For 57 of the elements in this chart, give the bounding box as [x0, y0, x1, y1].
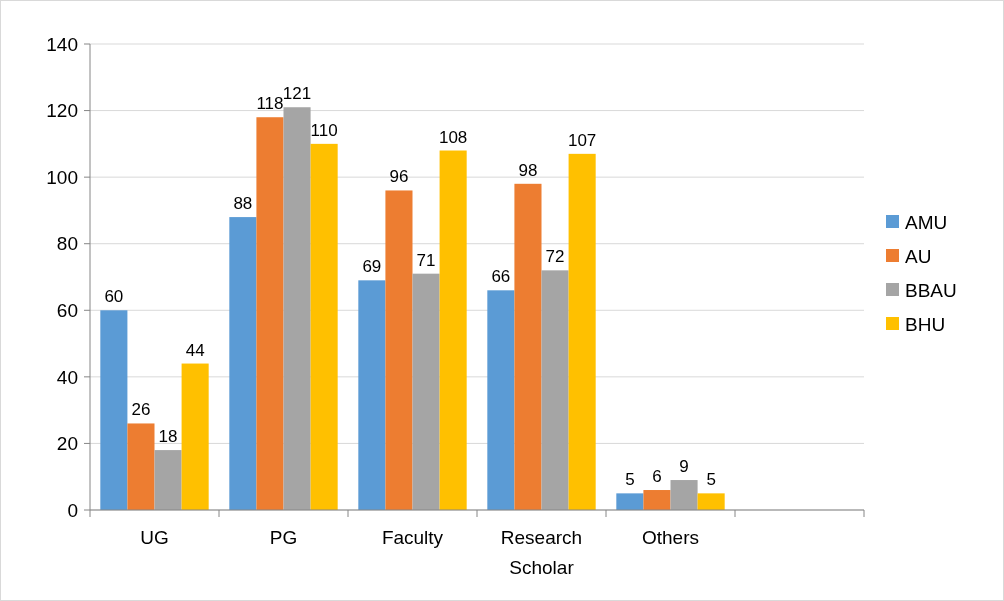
y-tick-label: 80	[56, 233, 78, 255]
bar	[616, 493, 644, 510]
data-label: 26	[131, 400, 151, 420]
bar	[412, 273, 440, 510]
data-label: 5	[625, 470, 635, 490]
legend-label: BHU	[905, 313, 946, 335]
data-label: 72	[545, 247, 565, 267]
y-tick-label: 20	[56, 433, 78, 455]
y-tick-label: 40	[56, 366, 78, 388]
bar	[568, 153, 596, 510]
bar	[487, 290, 515, 510]
legend-label: AMU	[905, 211, 948, 233]
legend-label: AU	[905, 245, 932, 267]
bar	[541, 270, 569, 510]
data-label: 5	[706, 470, 716, 490]
x-tick-label: Faculty	[381, 527, 444, 548]
y-tick-label: 120	[46, 100, 78, 122]
data-label: 44	[185, 340, 205, 360]
bar	[283, 107, 311, 510]
y-tick-label: 100	[46, 166, 78, 188]
y-tick-label: 0	[67, 499, 78, 521]
data-label: 66	[491, 267, 511, 287]
data-label: 107	[567, 130, 597, 150]
y-tick-label: 60	[56, 299, 78, 321]
data-label: 18	[158, 427, 178, 447]
x-tick-label: Others	[641, 527, 700, 548]
bar	[643, 490, 671, 510]
data-label: 98	[518, 160, 538, 180]
bar	[385, 190, 413, 510]
data-label: 6	[652, 467, 662, 487]
bar	[514, 183, 542, 510]
bar	[358, 280, 386, 510]
bar	[100, 310, 128, 510]
data-label: 88	[233, 194, 253, 214]
data-label: 69	[362, 257, 382, 277]
bar	[670, 480, 698, 510]
data-label: 121	[282, 84, 312, 104]
bar	[127, 423, 155, 510]
data-label: 96	[389, 167, 409, 187]
data-label: 108	[438, 127, 468, 147]
y-tick-label: 140	[46, 33, 78, 55]
data-label: 110	[310, 120, 338, 140]
bar	[697, 493, 725, 510]
data-label: 118	[256, 94, 284, 114]
legend-label: BBAU	[905, 279, 957, 301]
bar	[154, 450, 182, 510]
bar	[256, 117, 284, 510]
data-label: 71	[416, 250, 436, 270]
x-tick-label: UG	[140, 527, 169, 548]
bar	[229, 217, 257, 510]
bar	[439, 150, 467, 510]
bar	[181, 363, 209, 510]
bar	[310, 143, 338, 510]
x-tick-label: Research Scholar	[500, 527, 583, 578]
data-label: 9	[679, 457, 689, 477]
x-tick-label: PG	[269, 527, 298, 548]
data-label: 60	[104, 287, 124, 307]
